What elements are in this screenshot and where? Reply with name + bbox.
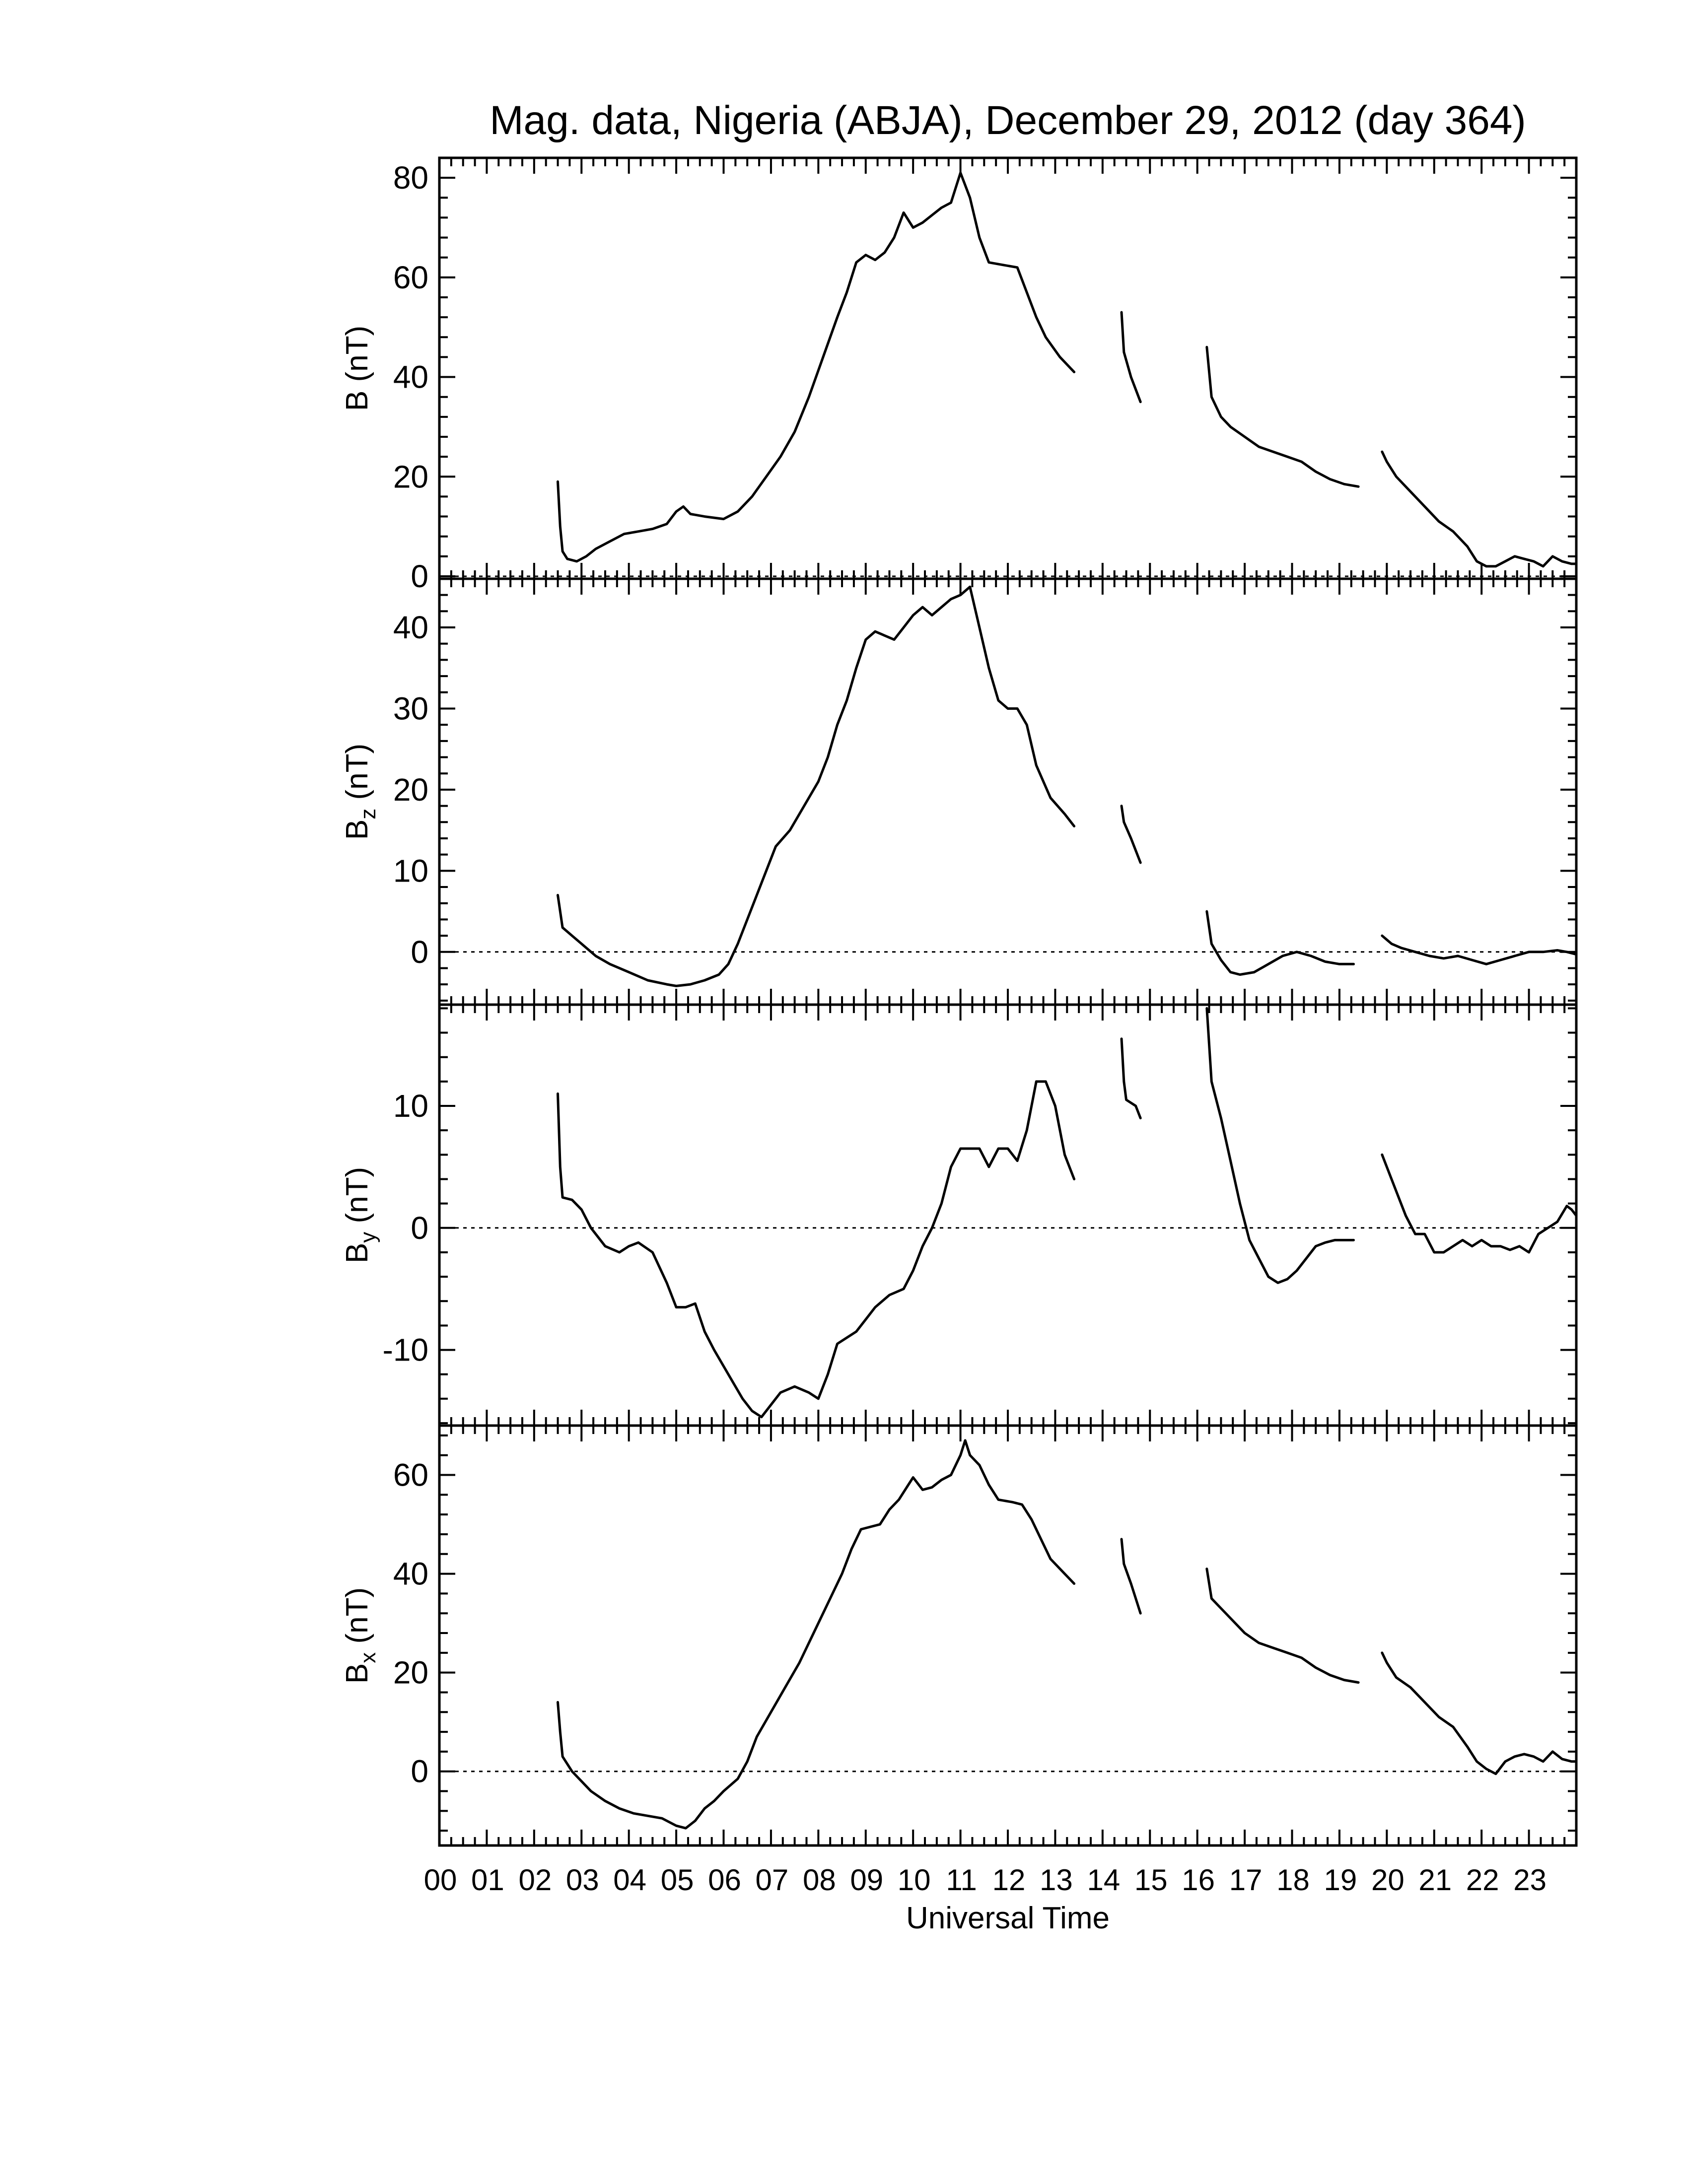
chart-title: Mag. data, Nigeria (ABJA), December 29, …	[490, 98, 1526, 143]
y-tick-label: 0	[411, 558, 428, 594]
y-axis-label-sub: x	[356, 1652, 380, 1663]
data-trace-segment-2	[1120, 1037, 1142, 1120]
data-trace-segment-1	[557, 1439, 1076, 1830]
x-tick-label: 21	[1418, 1863, 1452, 1897]
x-tick-label: 00	[424, 1863, 457, 1897]
x-tick-label: 15	[1134, 1863, 1168, 1897]
x-tick-label: 22	[1466, 1863, 1499, 1897]
y-axis-label: Bx (nT)	[340, 1587, 380, 1684]
x-tick-label: 10	[898, 1863, 931, 1897]
data-traces	[557, 171, 1578, 568]
y-axis-label-main: B	[340, 391, 374, 411]
y-tick-label: 20	[393, 1655, 428, 1691]
data-trace-segment-4	[1381, 1153, 1578, 1254]
y-axis-label-main: B	[340, 1663, 374, 1684]
x-tick-label: 05	[661, 1863, 694, 1897]
y-ticks: -10 0 10	[383, 1007, 1576, 1425]
panel-frame	[438, 156, 1578, 580]
panel-frame	[438, 577, 1578, 1006]
data-traces	[557, 1439, 1578, 1830]
data-trace-segment-1	[557, 585, 1076, 987]
x-tick-label: 13	[1040, 1863, 1073, 1897]
x-ticks	[438, 1005, 1577, 1426]
y-axis-label: B (nT)	[340, 326, 374, 411]
y-tick-label: 0	[411, 1754, 428, 1789]
data-traces	[557, 1007, 1578, 1419]
y-ticks: 0 10 20 30 40	[393, 578, 1576, 1002]
panel-frame	[438, 1424, 1578, 1847]
x-tick-label: 12	[992, 1863, 1026, 1897]
x-ticks	[438, 579, 1577, 1005]
data-traces	[557, 585, 1578, 987]
y-axis-label-unit: (nT)	[340, 744, 374, 809]
x-tick-label: 19	[1324, 1863, 1357, 1897]
data-trace-segment-2	[1120, 311, 1142, 404]
x-tick-label: 11	[946, 1863, 977, 1897]
x-axis-label: Universal Time	[906, 1901, 1110, 1935]
data-trace-segment-3	[1205, 1007, 1355, 1284]
y-axis-label: Bz (nT)	[340, 744, 380, 840]
y-axis-label-sub: y	[356, 1232, 380, 1243]
data-trace-segment-3	[1205, 345, 1360, 488]
x-tick-label: 04	[613, 1863, 646, 1897]
data-trace-segment-4	[1381, 1651, 1578, 1775]
y-tick-label: 60	[393, 1457, 428, 1493]
panel-3: -10 0 10 By (nT)	[340, 1003, 1578, 1427]
y-tick-label: 40	[393, 1556, 428, 1592]
y-axis-label: By (nT)	[340, 1167, 380, 1263]
data-trace-segment-3	[1205, 910, 1355, 976]
panel-2: 0 10 20 30 40 Bz (nT)	[340, 577, 1578, 1006]
x-ticks	[438, 1426, 1577, 1845]
y-tick-label: 20	[393, 772, 428, 808]
panels: 0 20 40 60 80 B (nT) 0 10 20 30 40 Bz (nT) -10 0 10 By …	[340, 156, 1578, 1847]
y-axis-label-unit: (nT)	[340, 1587, 374, 1652]
data-trace-segment-4	[1381, 934, 1578, 965]
data-trace-segment-2	[1120, 805, 1142, 864]
y-tick-label: -10	[383, 1332, 429, 1368]
y-tick-label: 0	[411, 934, 428, 970]
y-tick-label: 60	[393, 260, 428, 295]
x-tick-label: 23	[1513, 1863, 1547, 1897]
y-ticks: 0 20 40 60	[393, 1434, 1576, 1832]
y-axis-label-unit: (nT)	[340, 1167, 374, 1232]
x-tick-label: 09	[850, 1863, 883, 1897]
x-tick-label: 14	[1087, 1863, 1120, 1897]
y-tick-label: 10	[393, 1088, 428, 1124]
data-trace-segment-2	[1120, 1538, 1142, 1615]
y-tick-label: 80	[393, 160, 428, 196]
y-tick-label: 10	[393, 853, 428, 888]
panel-1: 0 20 40 60 80 B (nT)	[340, 156, 1578, 594]
y-tick-label: 20	[393, 459, 428, 494]
x-tick-label: 02	[518, 1863, 552, 1897]
y-ticks: 0 20 40 60 80	[393, 157, 1576, 594]
y-tick-label: 40	[393, 610, 428, 645]
x-tick-label: 08	[803, 1863, 836, 1897]
x-ticks	[438, 158, 1577, 579]
y-axis-label-sub: z	[356, 809, 380, 819]
x-tick-label: 20	[1371, 1863, 1405, 1897]
x-tick-label: 06	[708, 1863, 741, 1897]
data-trace-segment-1	[557, 171, 1076, 563]
x-tick-label: 07	[756, 1863, 789, 1897]
x-tick-label: 01	[471, 1863, 504, 1897]
x-tick-labels: 00 01 02 03 04 05 06 07 08 09 10 11 12 13 14 15 16 17 18 19…	[424, 1863, 1547, 1897]
x-tick-label: 17	[1229, 1863, 1263, 1897]
y-axis-label-main: B	[340, 1243, 374, 1263]
y-tick-label: 40	[393, 359, 428, 395]
data-trace-segment-4	[1381, 450, 1578, 568]
x-tick-label: 03	[566, 1863, 599, 1897]
y-tick-label: 0	[411, 1210, 428, 1246]
y-axis-label-unit: (nT)	[340, 326, 374, 391]
panel-4: 0 20 40 60 Bx (nT)	[340, 1424, 1578, 1847]
data-trace-segment-1	[557, 1080, 1076, 1419]
x-tick-label: 16	[1182, 1863, 1215, 1897]
y-tick-label: 30	[393, 690, 428, 726]
x-tick-label: 18	[1276, 1863, 1310, 1897]
data-trace-segment-3	[1205, 1568, 1360, 1684]
y-axis-label-main: B	[340, 819, 374, 840]
